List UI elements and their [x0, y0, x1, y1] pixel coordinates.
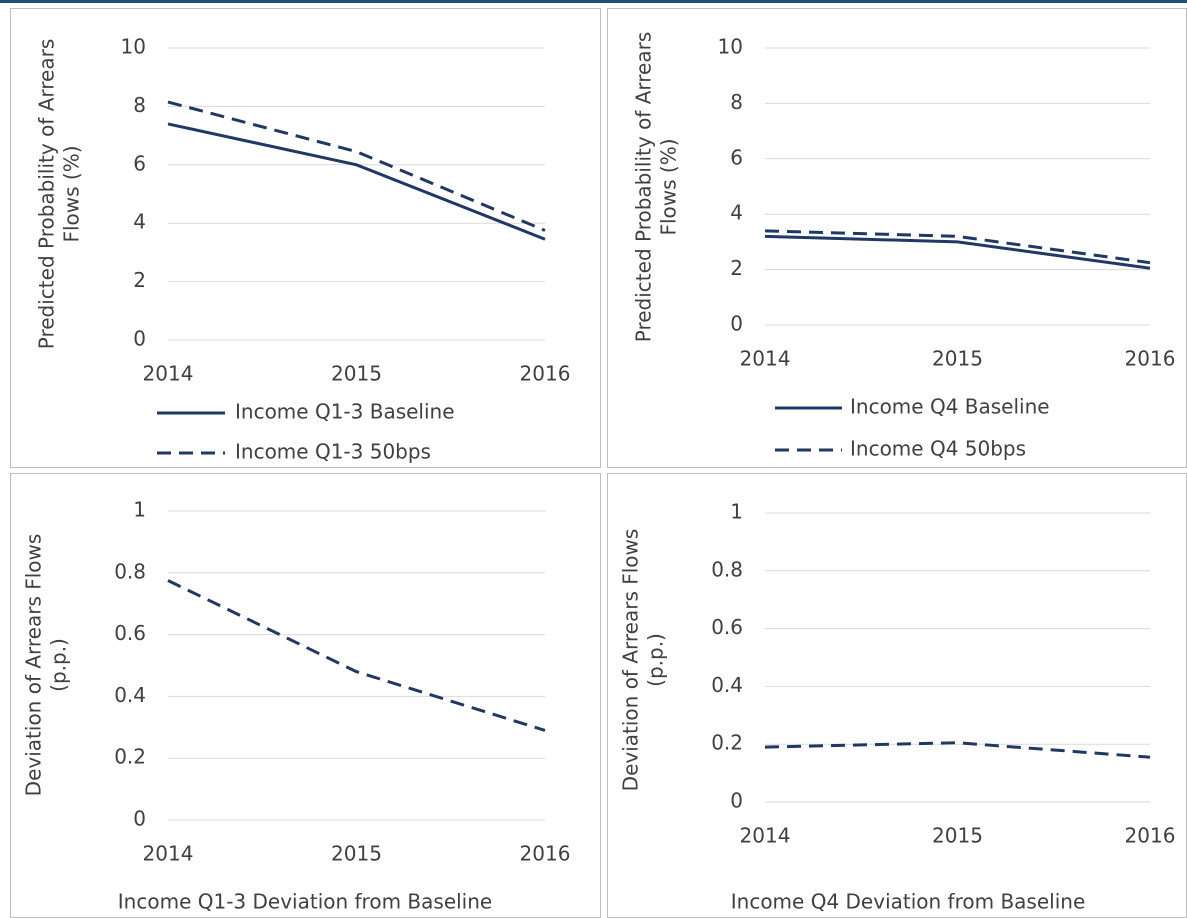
x-tick-label: 2015: [932, 824, 983, 848]
y-axis-title: (p.p.): [644, 633, 668, 687]
series-line: [764, 234, 1151, 270]
y-tick-label: 0.8: [711, 557, 743, 581]
x-tick-label: 2014: [143, 362, 194, 386]
y-axis-title: (p.p.): [47, 638, 71, 692]
y-axis-title: Deviation of Arrears Flows: [22, 534, 46, 797]
panel-frame: [607, 473, 1187, 918]
x-tick-label: 2014: [740, 824, 791, 848]
y-tick-label: 0: [730, 312, 743, 336]
y-tick-label: 10: [121, 35, 146, 59]
x-tick-label: 2014: [143, 842, 194, 866]
legend-label: Income Q1-3 Baseline: [235, 400, 455, 424]
y-axis-title: Flows (%): [657, 138, 681, 235]
y-tick-label: 1: [133, 498, 146, 522]
x-tick-label: 2016: [1125, 824, 1176, 848]
y-tick-label: 0.8: [114, 559, 146, 583]
y-tick-label: 0: [133, 327, 146, 351]
legend-label: Income Q1-3 50bps: [235, 440, 431, 464]
panel-frame: [10, 8, 601, 468]
x-tick-label: 2016: [1125, 347, 1176, 371]
y-axis-title: Deviation of Arrears Flows: [619, 529, 643, 792]
y-axis-title: Predicted Probability of Arrears: [632, 32, 656, 343]
panel-frame: [10, 473, 601, 918]
y-tick-label: 1: [730, 500, 743, 524]
x-tick-label: 2015: [331, 362, 382, 386]
legend-label: Income Q4 Deviation from Baseline: [731, 890, 1086, 914]
y-tick-label: 0.2: [711, 731, 743, 755]
y-tick-label: 8: [730, 90, 743, 114]
series-line: [167, 122, 546, 241]
x-tick-label: 2016: [520, 842, 571, 866]
x-tick-label: 2015: [932, 347, 983, 371]
y-tick-label: 0: [730, 789, 743, 813]
y-tick-label: 0.4: [114, 683, 146, 707]
series-line: [764, 741, 1151, 759]
y-tick-label: 8: [133, 93, 146, 117]
y-tick-label: 0.4: [711, 673, 743, 697]
legend-label: Income Q4 Baseline: [850, 395, 1050, 419]
legend-label: Income Q4 50bps: [850, 437, 1026, 461]
y-tick-label: 0.6: [114, 621, 146, 645]
y-tick-label: 2: [730, 256, 743, 280]
series-line: [167, 100, 546, 232]
y-tick-label: 4: [133, 210, 146, 234]
y-axis-title: Flows (%): [60, 145, 84, 242]
x-tick-label: 2016: [520, 362, 571, 386]
x-tick-label: 2015: [331, 842, 382, 866]
y-axis-title: Predicted Probability of Arrears: [35, 39, 59, 350]
series-line: [167, 579, 546, 732]
y-tick-label: 2: [133, 268, 146, 292]
x-tick-label: 2014: [740, 347, 791, 371]
y-tick-label: 0: [133, 807, 146, 831]
y-tick-label: 6: [730, 145, 743, 169]
y-tick-label: 0.6: [711, 615, 743, 639]
y-tick-label: 10: [718, 35, 743, 59]
y-tick-label: 4: [730, 201, 743, 225]
y-tick-label: 6: [133, 151, 146, 175]
legend-label: Income Q1-3 Deviation from Baseline: [118, 890, 492, 914]
y-tick-label: 0.2: [114, 745, 146, 769]
panel-frame: [607, 8, 1187, 468]
